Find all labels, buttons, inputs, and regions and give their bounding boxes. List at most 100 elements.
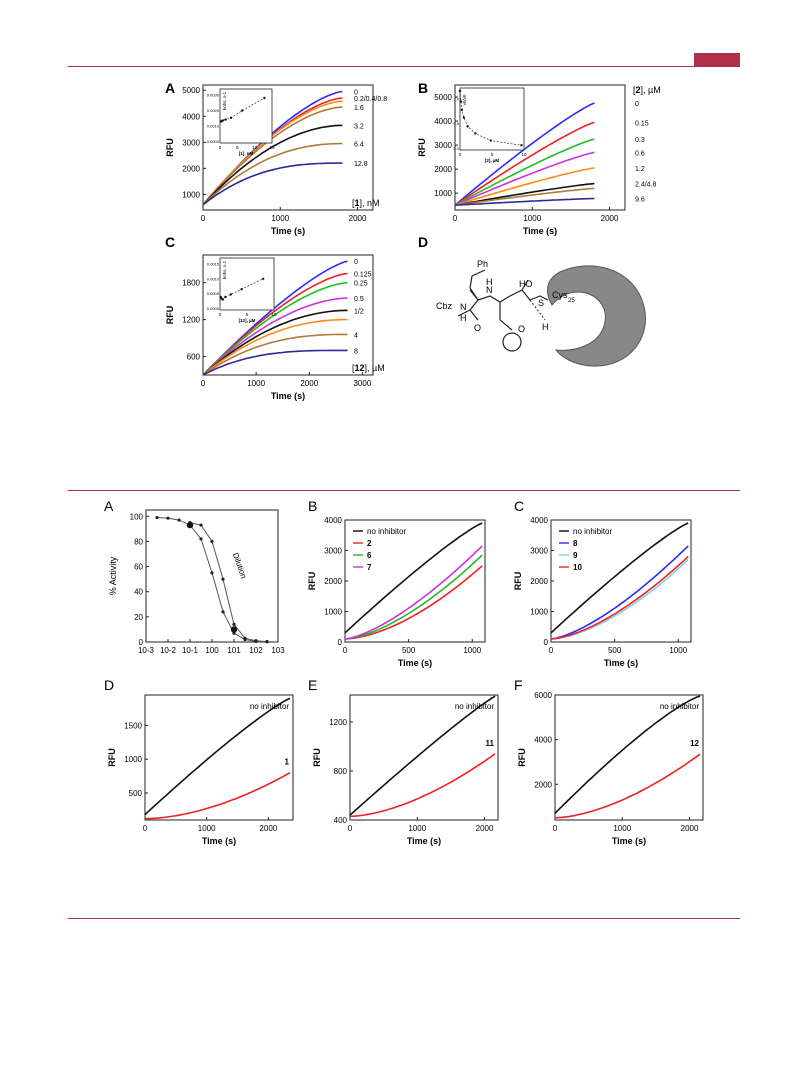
struct-cys: Cys: [552, 290, 568, 300]
fig1C-inset-ytick-label: 0.0005: [207, 291, 220, 296]
struct-h2: H: [486, 277, 493, 287]
fig1A-xlabel: Time (s): [271, 226, 305, 236]
fig1B-inset-point: [474, 132, 477, 135]
fig2E-xlabel: Time (s): [407, 836, 441, 846]
fig1B-ytick-label: 4000: [434, 117, 452, 126]
fig1B-inset-point: [462, 116, 466, 119]
panel-label-1A: A: [165, 80, 175, 96]
fig1A-inset-xlabel: [1], nM: [239, 151, 254, 156]
fig1B-series-label-3: 0.6: [635, 150, 645, 157]
fig2E-series-0: [349, 695, 496, 816]
fig1C-inset-point: [224, 295, 227, 299]
fig1A-xtick-label: 2000: [349, 214, 367, 223]
fig1C-inset-point: [229, 293, 232, 296]
fig2D-series-0: [144, 697, 291, 816]
fig2E-ytick-label: 800: [334, 767, 348, 776]
fig2A-series-1: [189, 522, 268, 643]
fig2E-xtick-label: 2000: [476, 824, 494, 833]
fig1C-series-2: [202, 281, 348, 376]
fig2A-xtick-label: 10-1: [182, 646, 199, 655]
fig1A-legend-title: [1], nM: [352, 198, 380, 208]
fig2F-xtick-label: 0: [553, 824, 558, 833]
fig2A-chart: 10-3 10-2 10-1 100 101 102 103 0 20 40 60 80 100 % Ac…: [108, 509, 285, 655]
struct-n1: N: [460, 302, 467, 312]
struct-ph: Ph: [477, 259, 488, 269]
fig1C-xtick-label: 3000: [353, 379, 371, 388]
fig2A-point: [210, 539, 214, 544]
fig2B-chart: 0 500 1000 0 1000 2000 3000 4000 Time (s) RFU no i…: [307, 516, 486, 668]
fig1C-series-6: [202, 333, 348, 376]
fig1C-frame: [202, 254, 374, 376]
fig1B-frame: [454, 84, 626, 211]
fig1A-inset-xtick-label: 15: [269, 145, 275, 150]
fig1B-inset-ytick-label: 0.5: [453, 121, 459, 126]
fig1B-inset-xtick-label: 5: [491, 152, 494, 157]
fig1A-series-4: [202, 124, 343, 206]
fig1A-series-3: [202, 106, 343, 206]
fig2F-series-label-0: no inhibitor: [660, 702, 699, 711]
fig2F-series-label-1: 12: [690, 739, 699, 748]
panel-label-2D: D: [104, 677, 114, 693]
fig2E-ytick-label: 1200: [329, 718, 347, 727]
fig1B-ytick-label: 1000: [434, 189, 452, 198]
fig2D-series-label-1: 1: [285, 758, 290, 767]
fig2F-xtick-label: 2000: [681, 824, 699, 833]
fig1C-inset-xtick-label: 5: [246, 312, 249, 317]
fig1B-inset-fit: [459, 90, 522, 146]
fig1B-series-label-1: 0.15: [635, 120, 649, 127]
fig2A-xtick-label: 100: [205, 646, 219, 655]
panel-label-2B: B: [308, 498, 317, 514]
fig2E-series-1: [349, 753, 496, 818]
fig2F-xtick-label: 1000: [613, 824, 631, 833]
fig2C-ytick-label: 3000: [530, 547, 548, 556]
fig2C-xlabel: Time (s): [604, 658, 638, 668]
struct-cbz: Cbz: [436, 301, 453, 311]
fig1B-inset-point: [460, 108, 464, 112]
fig1C-inset-ytick-label: 0.0000: [207, 306, 220, 311]
fig1C-series-label-4: 1/2: [354, 308, 364, 315]
fig1A-inset-point: [263, 96, 266, 100]
fig2B-series-1: [344, 565, 483, 640]
fig2C-legend-label-3: 10: [573, 563, 582, 572]
fig2B-ytick-label: 2000: [324, 577, 342, 586]
fig1A-frame: [202, 84, 374, 211]
fig1A-series-6: [202, 162, 343, 206]
fig2F-ylabel: RFU: [517, 748, 527, 767]
fig2D-series-1: [145, 772, 291, 820]
fig2F-series-1: [554, 753, 701, 819]
fig1B-ytick-label: 5000: [434, 93, 452, 102]
fig1B-inset-point: [466, 125, 469, 128]
fig1B-legend-title: [2], µM: [633, 85, 661, 95]
fig2D-xtick-label: 0: [143, 824, 148, 833]
fig1A-series-label-0: 0: [354, 90, 358, 97]
panel-label-2A: A: [104, 498, 114, 514]
fig2D-ytick-label: 1000: [124, 755, 142, 764]
fig2C-xtick-label: 0: [549, 646, 554, 655]
fig1C-inset-xlabel: [12], µM: [239, 318, 256, 323]
fig1B-series-label-0: 0: [635, 101, 639, 108]
middle-rule: [68, 490, 740, 491]
fig1C-series-label-7: 8: [354, 348, 358, 355]
fig1A-series-label-6: 12.8: [354, 161, 368, 168]
fig1C-inset-ytick-label: 0.0010: [207, 276, 220, 281]
fig1B-ytick-label: 2000: [434, 165, 452, 174]
fig1C-ytick-label: 1800: [182, 279, 200, 288]
fig2A-point: [166, 516, 170, 520]
fig2A-xtick-label: 10-2: [160, 646, 177, 655]
fig1C-inset-ytick-label: 0.0015: [207, 261, 220, 266]
fig1C-series-5: [202, 318, 348, 376]
fig1C-inset-xtick-label: 0: [219, 312, 222, 317]
fig2A-ytick-label: 20: [134, 613, 143, 622]
fig2A-big-point: [230, 626, 238, 633]
fig2A-point: [155, 515, 159, 520]
fig2F-ytick-label: 6000: [534, 691, 552, 700]
phenyl-ring: [502, 332, 522, 352]
fig1A-inset-ytick-label: 0.0000: [207, 139, 220, 144]
panel-label-2E: E: [308, 677, 317, 693]
fig2E-series-label-1: 11: [486, 739, 495, 748]
struct-h1: H: [460, 313, 467, 323]
fig2D-series-label-0: no inhibitor: [250, 702, 289, 711]
fig1A-inset-xtick-label: 10: [252, 145, 258, 150]
